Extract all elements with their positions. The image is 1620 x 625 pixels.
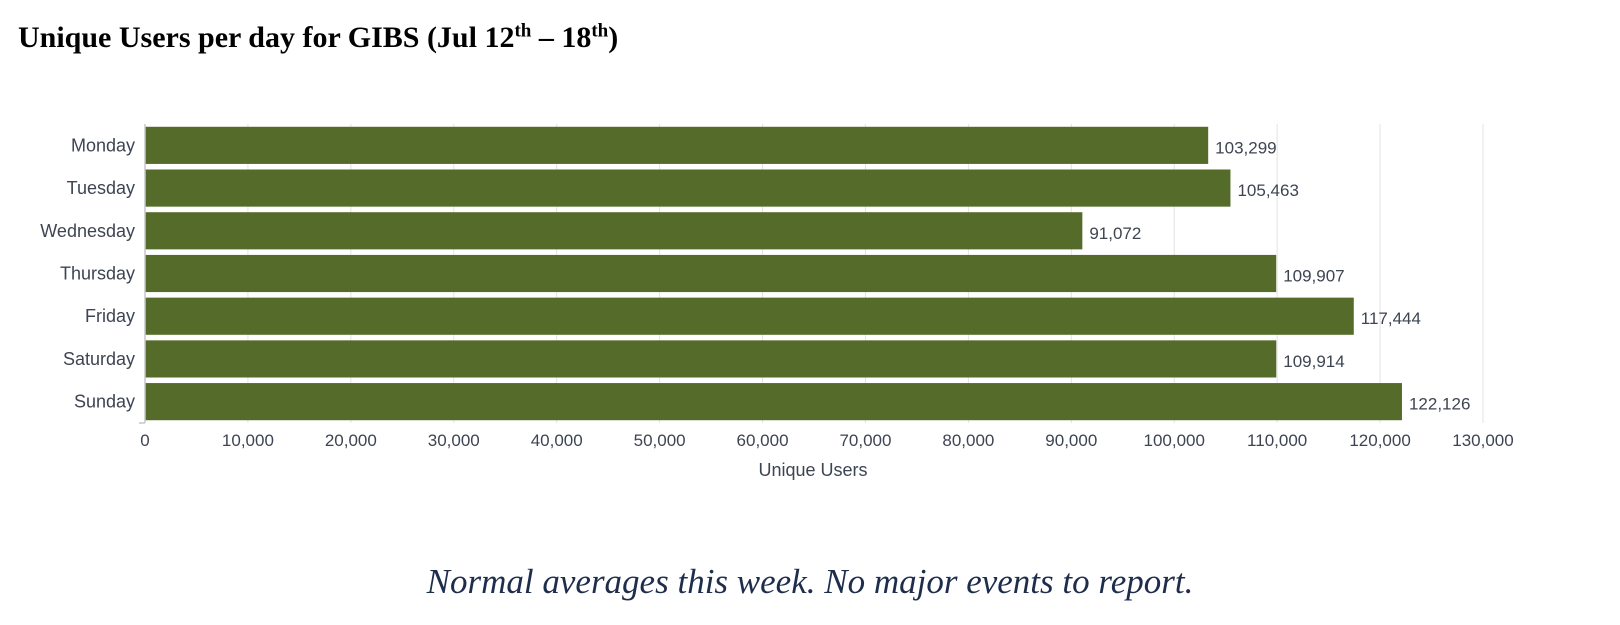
- x-tick-label: 80,000: [942, 431, 994, 450]
- bar-saturday: [145, 340, 1277, 378]
- title-text: Unique Users per day for GIBS (Jul 12: [18, 21, 515, 54]
- bar-value-label: 91,072: [1089, 224, 1141, 243]
- bar-thursday: [145, 254, 1277, 293]
- bar-wednesday: [145, 212, 1083, 250]
- x-tick-label: 10,000: [222, 431, 274, 450]
- y-category-label: Sunday: [74, 392, 135, 412]
- x-tick-label: 70,000: [839, 431, 891, 450]
- bar-monday: [145, 126, 1209, 164]
- x-tick-label: 30,000: [428, 431, 480, 450]
- title-superscript-start: th: [514, 20, 532, 42]
- x-axis-title: Unique Users: [758, 460, 867, 480]
- bar-value-label: 103,299: [1215, 138, 1276, 157]
- title-superscript-end: th: [591, 20, 609, 42]
- bar-value-label: 109,907: [1283, 267, 1344, 286]
- title-text-end: ): [608, 21, 619, 54]
- bar-chart: 0 10,000 20,000 30,000 40,000 50,000 60,000 70,…: [40, 124, 1514, 480]
- bar-value-label: 117,444: [1361, 309, 1421, 328]
- x-tick-label: 40,000: [531, 431, 583, 450]
- y-category-label: Thursday: [60, 264, 135, 284]
- bar-sunday: [145, 383, 1402, 421]
- bar-value-label: 122,126: [1409, 395, 1470, 414]
- y-category-label: Wednesday: [40, 221, 135, 241]
- y-category-label: Tuesday: [67, 178, 135, 198]
- axes: 0 10,000 20,000 30,000 40,000 50,000 60,000 70,…: [40, 124, 1514, 450]
- x-tick-label: 50,000: [634, 431, 686, 450]
- x-tick-label: 110,000: [1247, 431, 1307, 450]
- x-tick-label: 100,000: [1144, 431, 1205, 450]
- bar-friday: [145, 297, 1354, 335]
- bar-tuesday: [145, 169, 1231, 207]
- x-tick-label: 90,000: [1045, 431, 1097, 450]
- x-tick-label: 0: [140, 431, 149, 450]
- bar-value-label: 109,914: [1283, 352, 1344, 371]
- title-text-middle: – 18: [531, 21, 592, 54]
- x-tick-label: 60,000: [737, 431, 789, 450]
- x-tick-label: 20,000: [325, 431, 377, 450]
- caption: Normal averages this week. No major even…: [426, 562, 1194, 601]
- y-category-label: Saturday: [63, 349, 135, 369]
- bar-value-label: 105,463: [1237, 181, 1298, 200]
- y-category-label: Monday: [71, 135, 135, 155]
- x-tick-label: 130,000: [1452, 431, 1513, 450]
- y-category-label: Friday: [85, 306, 135, 326]
- x-tick-label: 120,000: [1349, 431, 1410, 450]
- chart-title: Unique Users per day for GIBS (Jul 12th …: [18, 20, 618, 56]
- bars: [145, 126, 1402, 421]
